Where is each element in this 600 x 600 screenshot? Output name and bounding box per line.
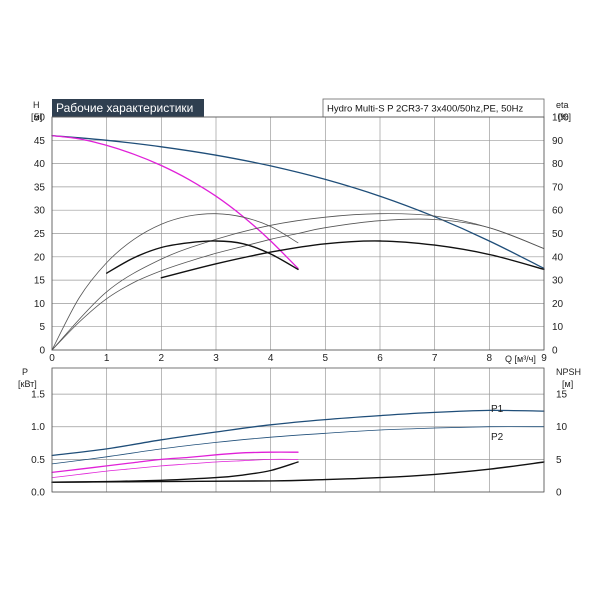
- head-axis-unit: [м]: [31, 112, 42, 122]
- series-line-2: [51, 213, 299, 351]
- npsh-tick-label: 5: [556, 455, 562, 466]
- head-tick-label: 25: [34, 229, 46, 240]
- eta-tick-label: 10: [552, 322, 564, 333]
- power-tick-label: 1.0: [31, 422, 45, 433]
- series-label-p1: P1: [491, 404, 504, 415]
- eta-axis-label: eta: [556, 100, 569, 110]
- eta-tick-label: 0: [552, 346, 558, 357]
- head-tick-label: 40: [34, 159, 46, 170]
- series-lines: [51, 134, 545, 483]
- head-tick-label: 45: [34, 136, 46, 147]
- head-tick-label: 35: [34, 182, 46, 193]
- series-p2: [51, 426, 545, 465]
- npsh-axis-unit: [м]: [562, 379, 573, 389]
- head-tick-label: 5: [39, 322, 45, 333]
- title-banner: [52, 99, 204, 117]
- series-label-p2: P2: [491, 432, 504, 443]
- flow-axis-label: Q [м³/ч]: [505, 354, 536, 364]
- head-axis-label: H: [33, 100, 40, 110]
- power-axis-label: P: [22, 367, 28, 377]
- eta-tick-label: 20: [552, 299, 564, 310]
- x-tick-label: 3: [213, 353, 219, 364]
- eta-tick-label: 40: [552, 252, 564, 263]
- head-tick-label: 50: [34, 113, 46, 124]
- npsh-axis-label: NPSH: [556, 367, 581, 377]
- series-line-5: [51, 461, 545, 483]
- x-tick-label: 7: [432, 353, 438, 364]
- series-line-6: [160, 240, 545, 279]
- series-line-2: [51, 451, 299, 474]
- power-tick-label: 0.0: [31, 488, 45, 499]
- x-tick-label: 2: [159, 353, 165, 364]
- npsh-tick-label: 10: [556, 422, 568, 433]
- npsh-tick-label: 0: [556, 488, 562, 499]
- series-line-3: [51, 213, 545, 351]
- head-tick-label: 30: [34, 206, 46, 217]
- power-axis-unit: [кВт]: [18, 379, 37, 389]
- x-tick-label: 4: [268, 353, 274, 364]
- x-tick-label: 9: [541, 353, 547, 364]
- series-line-3: [51, 458, 299, 478]
- top-plot-frame: [51, 116, 545, 351]
- eta-tick-label: 90: [552, 136, 564, 147]
- head-tick-label: 20: [34, 252, 46, 263]
- x-tick-label: 8: [487, 353, 493, 364]
- eta-tick-label: 80: [552, 159, 564, 170]
- series-p1: [51, 409, 545, 457]
- model-label: Hydro Multi-S P 2CR3-7 3x400/50hz,PE, 50…: [327, 104, 523, 115]
- power-tick-label: 1.5: [31, 390, 45, 401]
- eta-tick-label: 50: [552, 229, 564, 240]
- grid-lines: [51, 116, 545, 493]
- series-line-1: [51, 134, 299, 270]
- eta-tick-label: 60: [552, 206, 564, 217]
- x-tick-label: 0: [49, 353, 55, 364]
- head-tick-label: 0: [39, 346, 45, 357]
- eta-axis-unit: [%]: [558, 112, 571, 122]
- npsh-tick-label: 15: [556, 390, 568, 401]
- eta-tick-label: 30: [552, 276, 564, 287]
- power-tick-label: 0.5: [31, 455, 45, 466]
- head-tick-label: 10: [34, 299, 46, 310]
- eta-tick-label: 100: [552, 113, 569, 124]
- x-tick-label: 1: [104, 353, 110, 364]
- head-tick-label: 15: [34, 276, 46, 287]
- tick-labels: 0 1 2 3 4 5 6 7 8 9051015202530354045500102030405…: [31, 113, 569, 499]
- series-line-4: [51, 218, 545, 351]
- bottom-plot-frame: [51, 367, 545, 493]
- series-line-0: [51, 134, 545, 270]
- x-tick-label: 6: [377, 353, 383, 364]
- eta-tick-label: 70: [552, 182, 564, 193]
- chart-title: Рабочие характеристики: [56, 101, 193, 115]
- x-tick-label: 5: [323, 353, 329, 364]
